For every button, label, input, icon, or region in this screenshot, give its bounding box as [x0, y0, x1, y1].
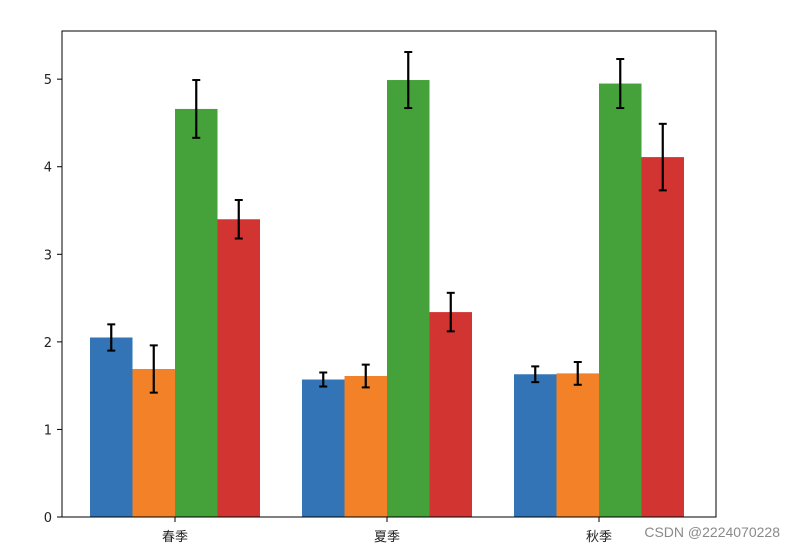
error-bar-series-4-0 [234, 199, 243, 240]
y-tick-label-0: 0 [44, 511, 52, 526]
error-bar-series-2-1 [361, 363, 370, 389]
bar-series-2-2 [556, 373, 599, 517]
y-tick-label-4: 4 [44, 161, 52, 176]
bar-series-3-1 [387, 80, 430, 517]
error-bar-series-2-0 [149, 344, 158, 394]
error-bar-series-1-2 [531, 365, 540, 384]
x-axis: 春季 夏季 秋季 [162, 517, 612, 545]
bar-series-3-2 [599, 83, 642, 518]
y-tick-label-2: 2 [44, 336, 52, 351]
error-bar-series-3-1 [404, 51, 413, 110]
bar-series-4-1 [429, 312, 472, 517]
error-bar-series-1-0 [107, 323, 116, 352]
bar-series-1-2 [514, 374, 557, 517]
bar-series-2-0 [132, 369, 175, 517]
x-tick-label-2: 秋季 [586, 530, 612, 545]
y-tick-label-3: 3 [44, 248, 52, 263]
error-bar-series-3-0 [192, 79, 201, 139]
bar-series-1-1 [302, 379, 345, 517]
bar-series-3-0 [175, 108, 218, 518]
y-tick-label-1: 1 [44, 423, 52, 438]
error-bar-series-4-2 [658, 122, 667, 192]
bars-group [90, 80, 684, 518]
error-bar-series-2-2 [573, 361, 582, 386]
y-axis: 0 1 2 3 4 5 [44, 73, 62, 526]
bar-series-1-0 [90, 337, 133, 517]
bar-series-2-1 [344, 376, 387, 517]
plot-frame [61, 30, 717, 518]
error-bar-series-4-1 [446, 291, 455, 333]
y-tick-label-5: 5 [44, 73, 52, 88]
error-bar-series-3-2 [616, 58, 625, 110]
bar-series-4-0 [217, 219, 260, 517]
error-bars-group [107, 51, 667, 394]
x-tick-label-0: 春季 [162, 530, 188, 545]
bar-series-4-2 [641, 157, 684, 517]
x-tick-label-1: 夏季 [374, 530, 400, 545]
watermark-text: CSDN @2224070228 [644, 524, 780, 540]
error-bar-series-1-1 [319, 371, 328, 388]
